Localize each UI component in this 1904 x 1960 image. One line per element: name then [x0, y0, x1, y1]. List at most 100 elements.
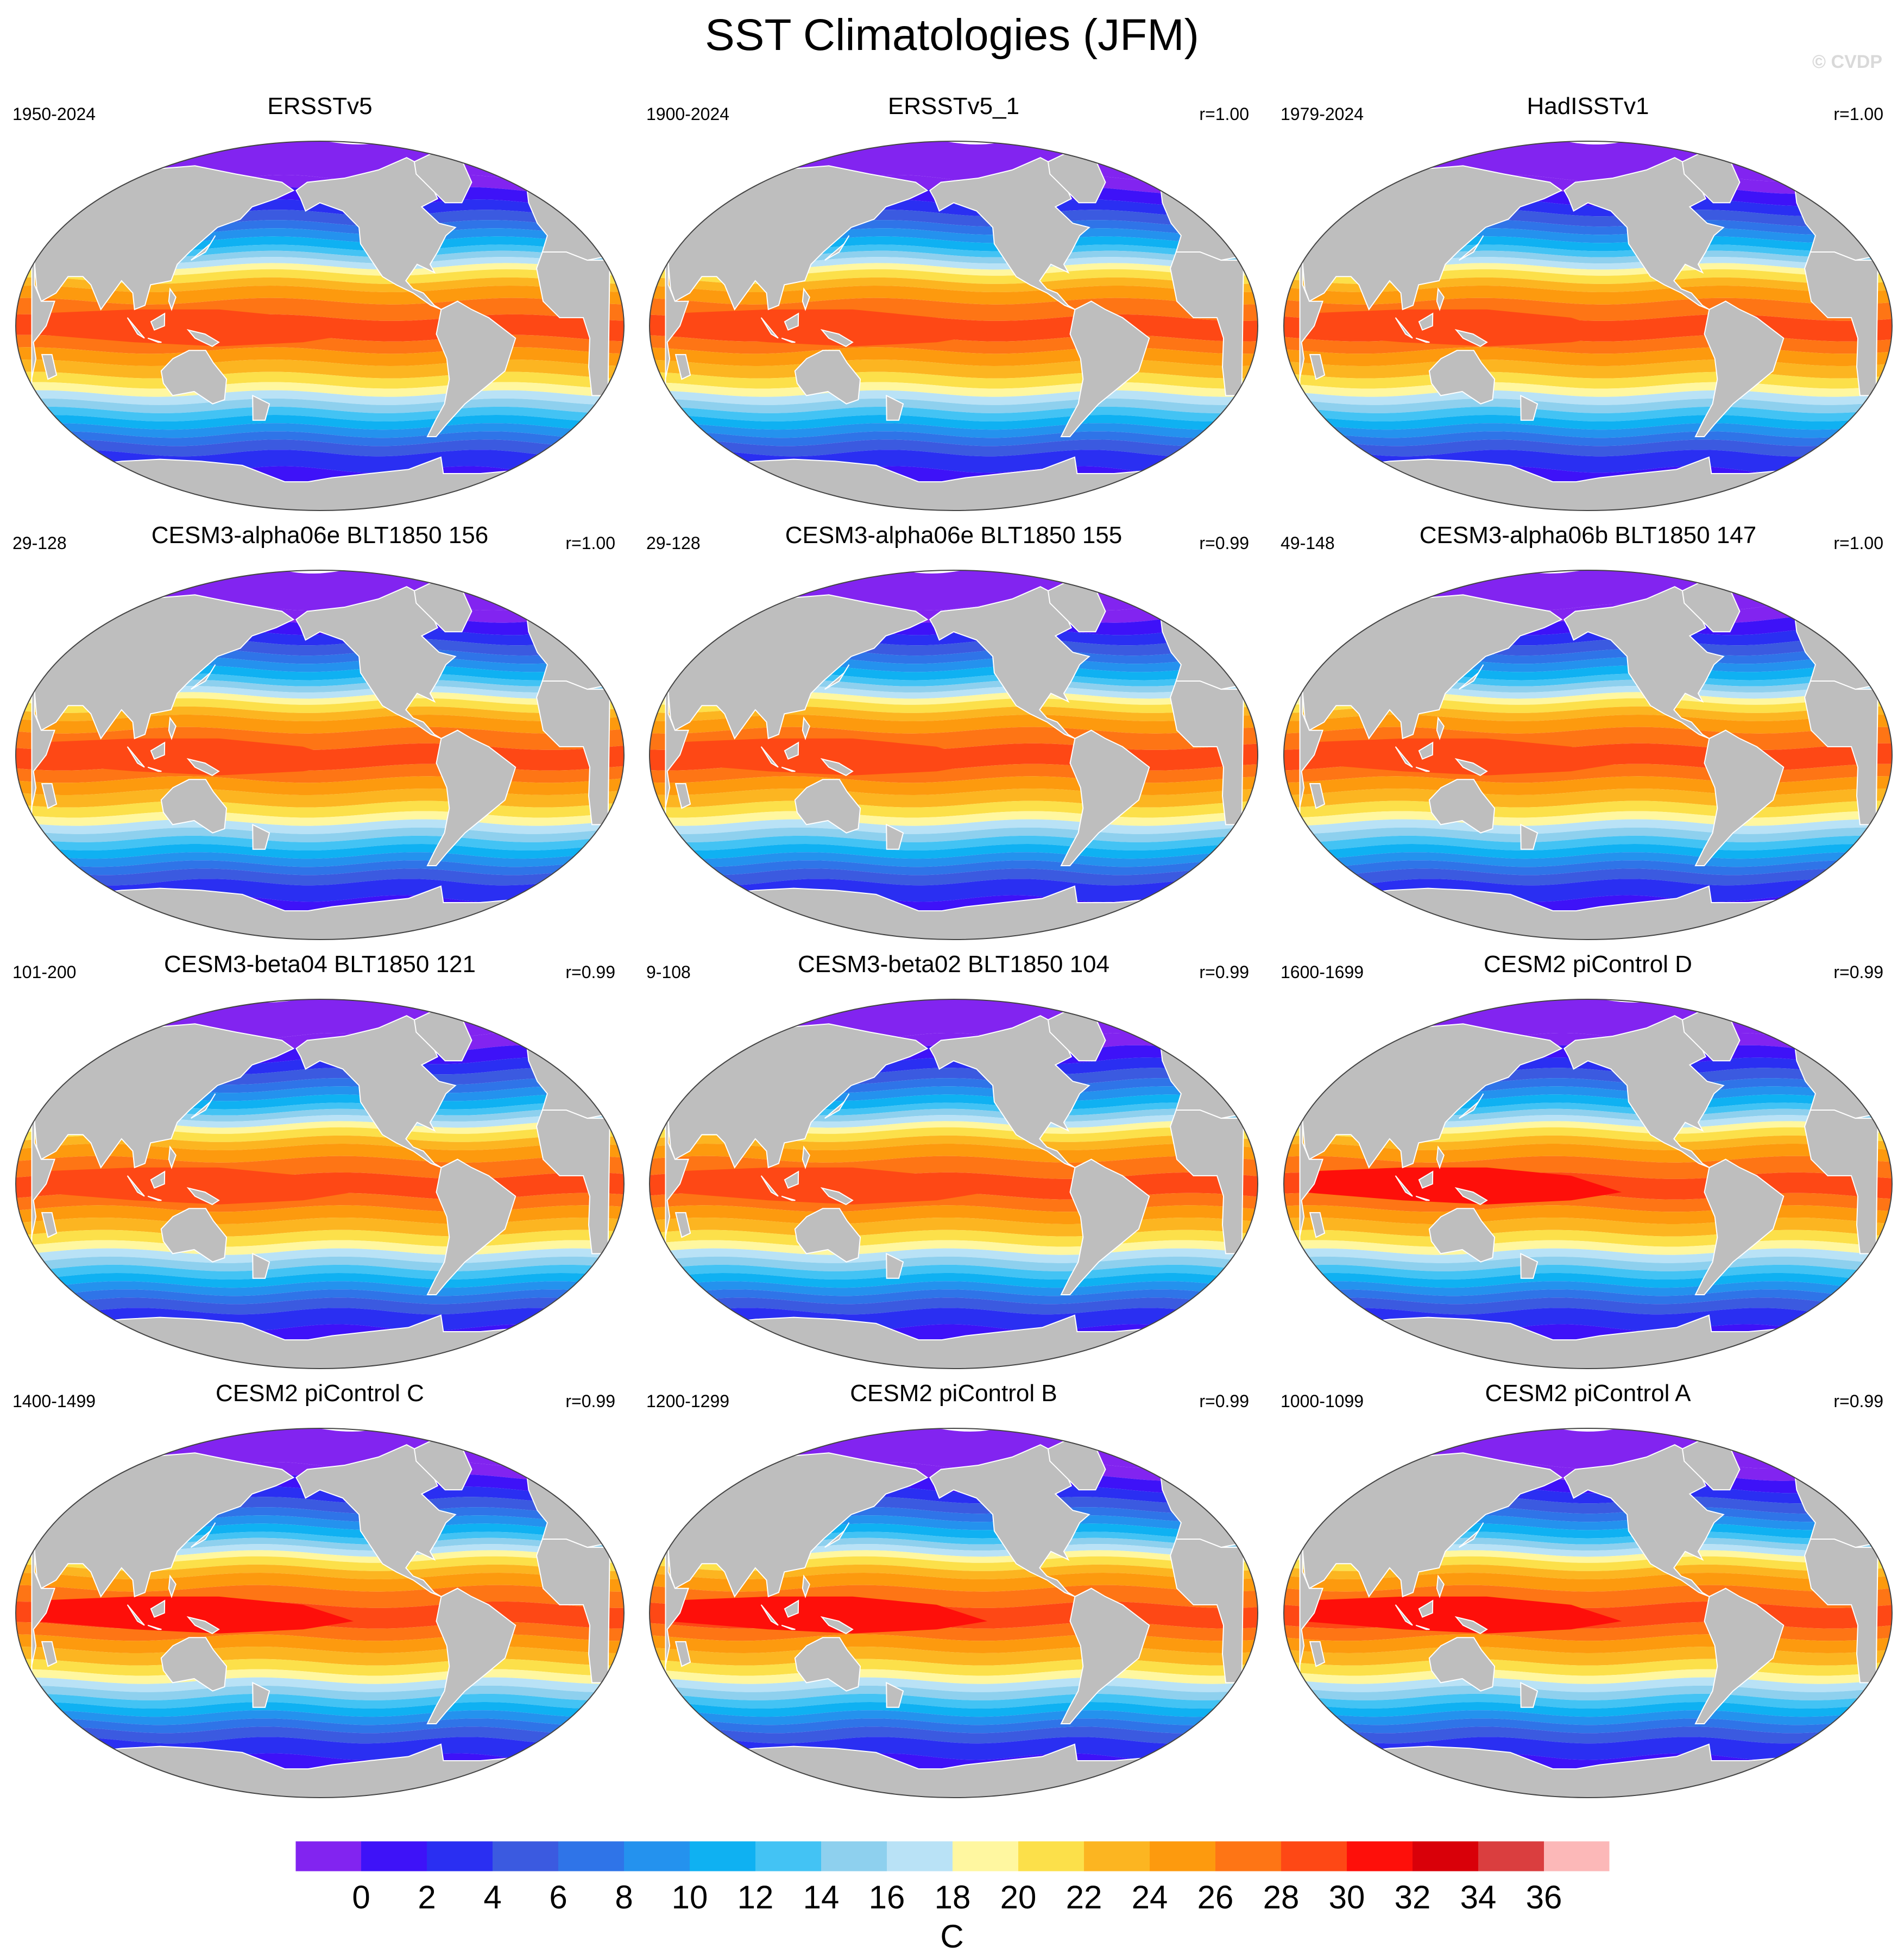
sst-band — [700, 868, 1213, 886]
panel-correlation: r=0.99 — [1199, 1391, 1249, 1411]
land-mass — [1454, 1187, 1488, 1205]
land-mass — [674, 1212, 691, 1238]
land-mass — [147, 766, 162, 772]
sst-band — [1289, 1135, 1888, 1150]
colorbar-tick-label: 28 — [1263, 1879, 1300, 1915]
sst-band — [682, 423, 1221, 438]
sst-map — [649, 141, 1258, 511]
warm-pool — [33, 738, 354, 776]
land-mass — [33, 1023, 295, 1169]
land-mass — [33, 1452, 295, 1598]
sst-band — [42, 415, 594, 430]
sst-field — [16, 570, 624, 940]
map-panel: CESM2 piControl A 1000-1099 r=0.99 — [1271, 1374, 1904, 1803]
land-mass — [1395, 1175, 1413, 1197]
colorbar-swatch — [427, 1841, 493, 1871]
sst-field — [1284, 570, 1892, 940]
sst-field — [16, 141, 624, 511]
sst-band — [46, 1273, 597, 1288]
sst-band — [1332, 1726, 1844, 1744]
map-panel: ERSSTv5 1950-2024 — [3, 87, 637, 516]
land-mass — [252, 823, 270, 850]
land-mass — [1301, 1452, 1563, 1598]
sst-band — [1309, 835, 1870, 850]
globe-outline — [649, 1428, 1258, 1798]
land-mass — [1170, 1539, 1244, 1684]
sst-map — [649, 1428, 1258, 1798]
land-mass — [802, 1574, 810, 1598]
sst-band — [40, 835, 601, 850]
sst-band — [667, 1532, 1242, 1545]
land-mass — [147, 1195, 162, 1201]
sst-map — [1283, 1428, 1893, 1798]
panel-title: ERSSTv5 — [267, 93, 373, 119]
land-mass — [1418, 312, 1434, 331]
land-mass — [1395, 317, 1413, 339]
land-mass — [252, 1681, 270, 1708]
sst-band — [1323, 431, 1850, 446]
land-mass — [1694, 1158, 1785, 1295]
sst-band — [654, 277, 1254, 292]
land-mass — [1170, 251, 1244, 396]
map-panel: CESM3-beta02 BLT1850 104 9-108 r=0.99 — [636, 945, 1271, 1374]
colorbar-tick-label: 0 — [352, 1879, 370, 1915]
colorbar-frame — [295, 1841, 1610, 1872]
colorbar-tick-label: 8 — [615, 1879, 633, 1915]
land-mass — [1415, 1195, 1430, 1201]
colorbar-tick-label: 12 — [737, 1879, 774, 1915]
land-mass — [1060, 1158, 1150, 1295]
land-mass — [886, 1681, 904, 1708]
land-mass — [41, 783, 58, 809]
sst-band — [670, 827, 1240, 842]
panel-correlation: r=0.99 — [1199, 533, 1249, 553]
panel-period: 29-128 — [646, 533, 701, 553]
land-mass — [168, 716, 176, 740]
warm-pool — [33, 1596, 354, 1634]
sst-band — [74, 879, 568, 902]
colorbar-tick-label: 10 — [672, 1879, 708, 1915]
sst-band — [61, 439, 573, 457]
cvdp-watermark: © CVDP — [1812, 52, 1882, 72]
sst-band — [1331, 439, 1843, 457]
land-mass — [426, 300, 516, 437]
sst-field — [650, 570, 1258, 940]
land-mass — [1309, 354, 1326, 380]
land-mass — [186, 329, 220, 347]
land-mass — [1418, 1599, 1434, 1618]
land-mass — [150, 1170, 166, 1189]
sst-band — [42, 1702, 594, 1717]
land-mass — [824, 1093, 850, 1119]
panel-period: 49-148 — [1281, 533, 1335, 553]
sst-band — [1322, 1289, 1849, 1304]
panel-correlation: r=0.99 — [1833, 962, 1883, 982]
sst-map — [15, 1428, 625, 1798]
globe-outline — [649, 141, 1258, 511]
sst-map — [649, 999, 1258, 1369]
land-mass — [802, 716, 810, 740]
land-mass — [1454, 329, 1488, 347]
land-mass — [536, 1539, 610, 1684]
land-mass — [252, 1252, 270, 1279]
land-mass — [820, 329, 854, 347]
warm-pool — [1301, 1167, 1622, 1205]
panel-period: 1900-2024 — [646, 104, 730, 124]
sst-band — [65, 868, 577, 886]
sst-band — [651, 715, 1256, 734]
land-mass — [802, 1145, 810, 1169]
sst-band — [674, 835, 1236, 850]
land-mass — [191, 235, 216, 261]
sst-band — [683, 1281, 1223, 1296]
land-mass — [1418, 1170, 1434, 1189]
sst-band — [35, 1256, 606, 1271]
warm-pool — [1301, 1596, 1622, 1634]
sst-band — [51, 1281, 591, 1296]
sst-band — [710, 879, 1203, 902]
sst-band — [1304, 827, 1875, 842]
land-mass — [667, 594, 929, 740]
land-mass — [886, 394, 904, 421]
land-mass — [1415, 337, 1430, 343]
land-mass — [794, 1637, 861, 1692]
map-panel: HadISSTv1 1979-2024 r=1.00 — [1271, 87, 1904, 516]
land-mass — [1415, 1624, 1430, 1630]
colorbar-swatch — [755, 1841, 821, 1871]
